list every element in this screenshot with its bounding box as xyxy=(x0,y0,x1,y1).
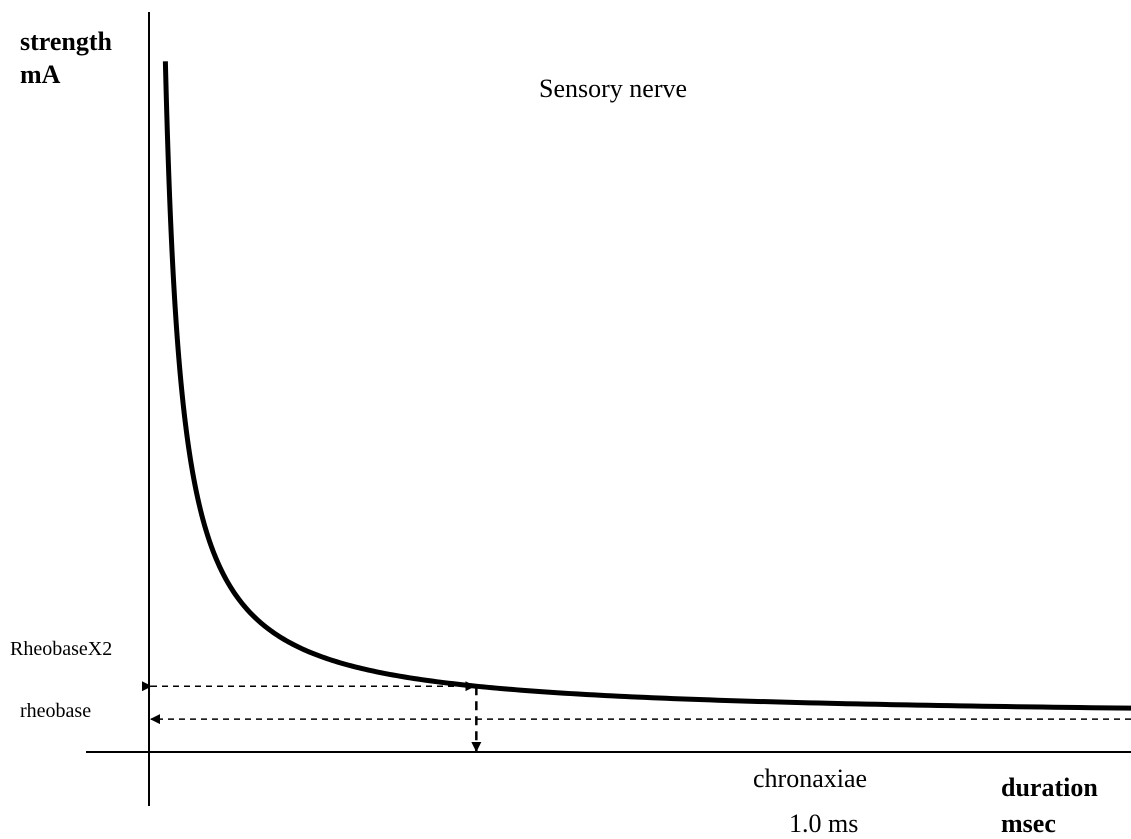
rheobase-label: rheobase xyxy=(20,700,91,722)
chronaxie-label: chronaxiae xyxy=(753,764,867,793)
x-axis-title-line2: msec xyxy=(1001,809,1056,838)
chronaxie-value-label: 1.0 ms xyxy=(789,809,858,838)
rheobase-x2-label: RheobaseX2 xyxy=(10,638,112,660)
x-axis-title-line1: duration xyxy=(1001,773,1098,802)
y-axis-title-line1: strength xyxy=(20,27,113,56)
y-axis-title-line2: mA xyxy=(20,60,61,89)
series-label-sensory-nerve: Sensory nerve xyxy=(539,74,687,103)
sensory-nerve-curve xyxy=(162,61,1131,711)
